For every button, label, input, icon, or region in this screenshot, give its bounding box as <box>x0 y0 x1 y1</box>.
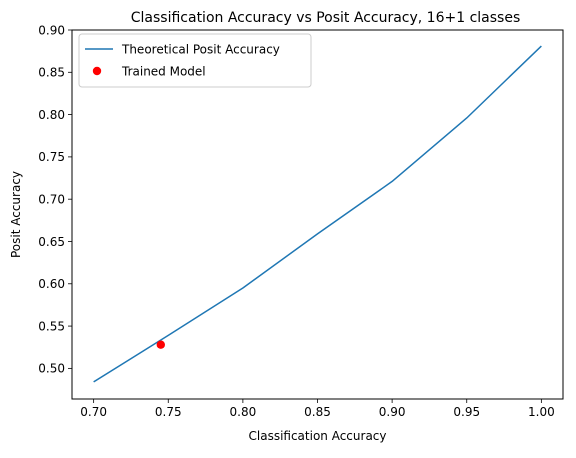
y-tick-label: 0.55 <box>38 319 65 333</box>
chart-title: Classification Accuracy vs Posit Accurac… <box>131 10 521 26</box>
plot-layer <box>93 45 542 383</box>
x-axis-label: Classification Accuracy <box>249 429 387 443</box>
y-tick-label: 0.90 <box>38 23 65 37</box>
legend-label-theoretical: Theoretical Posit Accuracy <box>121 43 280 57</box>
legend-label-trained: Trained Model <box>121 65 206 79</box>
x-tick-label: 0.80 <box>230 405 257 419</box>
x-tick-label: 0.95 <box>453 405 480 419</box>
scatter-point <box>156 340 165 349</box>
x-tick-label: 0.75 <box>155 405 182 419</box>
x-tick-label: 1.00 <box>528 405 555 419</box>
legend: Theoretical Posit Accuracy Trained Model <box>78 33 312 88</box>
y-tick-label: 0.70 <box>38 192 65 206</box>
x-tick-label: 0.70 <box>80 405 107 419</box>
legend-box <box>78 33 312 88</box>
x-tick-label: 0.90 <box>379 405 406 419</box>
y-axis-label: Posit Accuracy <box>9 171 23 258</box>
x-tick-label: 0.85 <box>304 405 331 419</box>
y-tick-label: 0.60 <box>38 277 65 291</box>
y-tick-label: 0.80 <box>38 108 65 122</box>
y-tick-label: 0.65 <box>38 235 65 249</box>
y-tick-label: 0.50 <box>38 362 65 376</box>
ticks-layer: 0.70 0.75 0.80 0.85 0.90 0.95 1.00 0.50 0.55 0.60… <box>38 23 554 419</box>
legend-point-swatch <box>92 66 102 76</box>
series-line <box>93 45 542 383</box>
plot-frame <box>71 29 564 400</box>
y-tick-label: 0.75 <box>38 150 65 164</box>
y-tick-label: 0.85 <box>38 66 65 80</box>
